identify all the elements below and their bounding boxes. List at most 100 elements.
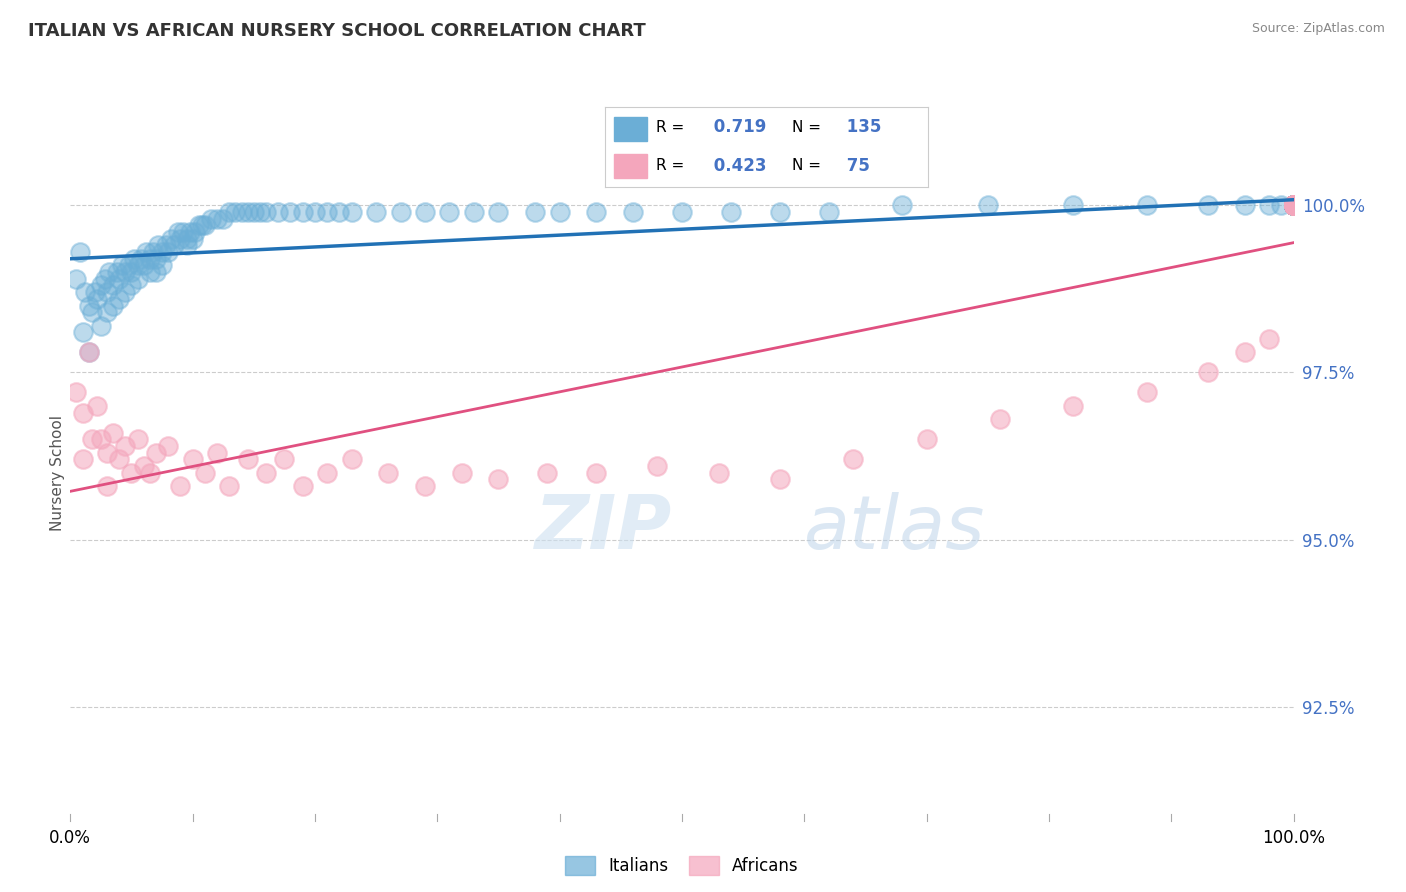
Text: atlas: atlas [804, 492, 986, 565]
Point [1282, 198, 1305, 212]
Point [1136, 385, 1159, 400]
Point [621, 204, 644, 219]
Point [1282, 198, 1305, 212]
Point [1282, 198, 1305, 212]
Point [90, 318, 112, 333]
Point [122, 252, 145, 266]
Point [108, 452, 131, 467]
Point [150, 244, 173, 259]
Point [1282, 198, 1305, 212]
Text: ITALIAN VS AFRICAN NURSERY SCHOOL CORRELATION CHART: ITALIAN VS AFRICAN NURSERY SCHOOL CORREL… [28, 22, 645, 40]
Point [1282, 198, 1305, 212]
Point [1282, 198, 1305, 212]
Point [273, 452, 295, 467]
Text: ZIP: ZIP [536, 491, 672, 565]
Point [181, 231, 204, 245]
Point [1282, 198, 1305, 212]
Point [1282, 198, 1305, 212]
Point [163, 238, 186, 252]
Point [1270, 198, 1292, 212]
Point [1282, 198, 1305, 212]
Point [439, 204, 461, 219]
Point [1282, 198, 1305, 212]
Point [72, 452, 94, 467]
Point [1258, 198, 1281, 212]
Point [1282, 198, 1305, 212]
Point [77, 345, 100, 359]
Point [891, 198, 914, 212]
Point [1282, 198, 1305, 212]
Point [72, 326, 94, 340]
Point [389, 204, 412, 219]
Point [243, 204, 266, 219]
Point [1197, 365, 1219, 379]
Point [1282, 198, 1305, 212]
Point [707, 466, 730, 480]
Point [114, 285, 136, 300]
Point [976, 198, 998, 212]
Point [304, 204, 326, 219]
Point [139, 265, 162, 279]
Point [200, 211, 222, 226]
Point [463, 204, 485, 219]
Point [1282, 198, 1305, 212]
Point [316, 466, 339, 480]
Point [132, 258, 155, 272]
Point [488, 472, 510, 486]
Point [842, 452, 865, 467]
Point [1282, 198, 1305, 212]
Point [1282, 198, 1305, 212]
Point [915, 433, 938, 447]
Point [1197, 198, 1219, 212]
Point [132, 458, 155, 473]
Point [1258, 332, 1281, 346]
Point [231, 204, 253, 219]
Point [83, 285, 105, 300]
Point [1282, 198, 1305, 212]
Point [1282, 198, 1305, 212]
Point [145, 252, 167, 266]
Point [291, 479, 314, 493]
Point [413, 204, 436, 219]
Point [1282, 198, 1305, 212]
Point [205, 446, 228, 460]
Point [187, 218, 209, 232]
Point [1062, 198, 1084, 212]
Point [218, 479, 240, 493]
Point [101, 278, 124, 293]
Point [121, 265, 143, 279]
Point [1282, 198, 1305, 212]
Point [194, 218, 217, 232]
Point [1282, 198, 1305, 212]
Point [114, 265, 136, 279]
Point [328, 204, 350, 219]
Point [249, 204, 271, 219]
Point [1136, 198, 1159, 212]
Point [1282, 198, 1305, 212]
Point [1233, 345, 1256, 359]
Point [1282, 198, 1305, 212]
Text: 135: 135 [841, 118, 882, 136]
Point [86, 399, 108, 413]
Point [769, 472, 792, 486]
Point [108, 292, 131, 306]
Point [155, 238, 177, 252]
FancyBboxPatch shape [614, 153, 647, 178]
Point [769, 204, 792, 219]
Point [1282, 198, 1305, 212]
Point [77, 299, 100, 313]
Point [224, 204, 246, 219]
Point [90, 278, 112, 293]
Point [1282, 198, 1305, 212]
Point [1282, 198, 1305, 212]
Point [65, 271, 87, 285]
Text: 0.719: 0.719 [709, 118, 766, 136]
Point [1282, 198, 1305, 212]
Point [1062, 399, 1084, 413]
Point [1282, 198, 1305, 212]
Point [1282, 198, 1305, 212]
Text: R =: R = [657, 120, 685, 135]
Point [111, 258, 134, 272]
Point [1282, 198, 1305, 212]
Legend: Italians, Africans: Italians, Africans [558, 849, 806, 882]
